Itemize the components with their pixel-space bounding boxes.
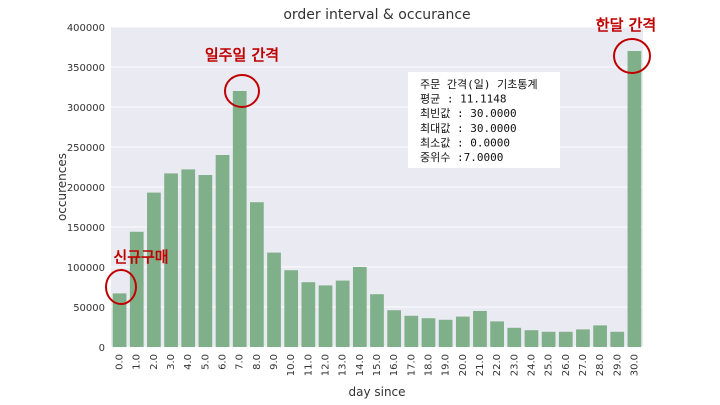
bar bbox=[524, 330, 539, 347]
bar bbox=[593, 325, 607, 347]
x-tick-label: 16.0 bbox=[389, 354, 400, 376]
bar bbox=[541, 331, 556, 347]
bar bbox=[473, 311, 487, 347]
x-tick-label: 29.0 bbox=[612, 354, 623, 376]
bar bbox=[455, 316, 470, 347]
bar bbox=[421, 318, 436, 347]
x-tick-label: 2.0 bbox=[149, 354, 160, 370]
bar bbox=[301, 282, 316, 347]
bar bbox=[387, 310, 402, 347]
x-tick-label: 0.0 bbox=[115, 354, 126, 370]
stats-line: 최빈값 : 30.0000 bbox=[420, 107, 517, 120]
y-tick-label: 400000 bbox=[67, 23, 105, 34]
x-tick-label: 15.0 bbox=[372, 354, 383, 376]
x-tick-label: 13.0 bbox=[338, 354, 349, 376]
x-tick-label: 3.0 bbox=[166, 354, 177, 370]
x-tick-label: 7.0 bbox=[235, 354, 246, 370]
stats-line: 주문 간격(일) 기초통계 bbox=[420, 77, 538, 91]
stats-line: 평균 : 11.1148 bbox=[420, 93, 506, 106]
stats-line: 최소값 : 0.0000 bbox=[420, 136, 510, 149]
x-tick-label: 30.0 bbox=[629, 354, 640, 376]
x-tick-label: 14.0 bbox=[355, 354, 366, 376]
bar bbox=[232, 91, 247, 347]
bar bbox=[404, 315, 419, 347]
bar bbox=[198, 175, 213, 347]
bar bbox=[438, 319, 453, 347]
bar bbox=[352, 267, 367, 347]
stats-line: 최대값 : 30.0000 bbox=[420, 122, 517, 135]
x-tick-labels: 0.0 1.0 2.0 3.0 4.0 5.0 6.0 7.0 8.0 9.0 10.0 11.0 12… bbox=[115, 354, 641, 376]
x-tick-label: 17.0 bbox=[406, 354, 417, 376]
y-tick-label: 250000 bbox=[67, 143, 105, 154]
x-tick-label: 8.0 bbox=[252, 354, 263, 370]
bar bbox=[318, 285, 333, 347]
x-tick-label: 5.0 bbox=[200, 354, 211, 370]
x-tick-label: 9.0 bbox=[269, 354, 280, 370]
x-tick-label: 23.0 bbox=[509, 354, 520, 376]
x-tick-label: 12.0 bbox=[321, 354, 332, 376]
x-tick-label: 22.0 bbox=[492, 354, 503, 376]
bar bbox=[627, 51, 642, 347]
y-axis-label: occurences bbox=[55, 153, 69, 221]
annotation-label: 일주일 간격 bbox=[205, 46, 279, 64]
x-tick-label: 25.0 bbox=[544, 354, 555, 376]
y-tick-label: 350000 bbox=[67, 63, 105, 74]
bar bbox=[490, 321, 504, 347]
y-tick-label: 150000 bbox=[67, 223, 105, 234]
x-tick-label: 24.0 bbox=[526, 354, 537, 376]
x-tick-label: 20.0 bbox=[458, 354, 469, 376]
x-tick-label: 1.0 bbox=[132, 354, 143, 370]
y-tick-label: 50000 bbox=[73, 303, 105, 314]
bar bbox=[164, 173, 178, 347]
bar bbox=[558, 331, 573, 347]
y-tick-label: 300000 bbox=[67, 103, 105, 114]
chart-title: order interval & occurance bbox=[283, 7, 470, 23]
stats-box-background bbox=[408, 72, 560, 168]
stats-box: 주문 간격(일) 기초통계 평균 : 11.1148 최빈값 : 30.0000… bbox=[408, 72, 560, 168]
x-axis-label: day since bbox=[348, 385, 405, 399]
x-tick-label: 21.0 bbox=[475, 354, 486, 376]
annotation-circle bbox=[105, 269, 137, 305]
bar bbox=[215, 155, 230, 347]
x-tick-label: 4.0 bbox=[183, 354, 194, 370]
bar bbox=[610, 331, 625, 347]
bar bbox=[335, 280, 350, 347]
annotation-circle bbox=[613, 38, 651, 74]
bar bbox=[576, 329, 590, 347]
x-tick-label: 11.0 bbox=[303, 354, 314, 376]
x-tick-label: 10.0 bbox=[286, 354, 297, 376]
x-tick-label: 18.0 bbox=[423, 354, 434, 376]
x-tick-label: 27.0 bbox=[578, 354, 589, 376]
annotation-circle bbox=[224, 74, 260, 108]
x-tick-label: 19.0 bbox=[441, 354, 452, 376]
stats-line: 중위수 :7.0000 bbox=[420, 151, 503, 164]
bar bbox=[284, 270, 299, 347]
y-tick-label: 100000 bbox=[67, 263, 105, 274]
annotation-label: 신규구매 bbox=[113, 248, 168, 266]
y-tick-label: 200000 bbox=[67, 183, 105, 194]
bar bbox=[147, 192, 161, 347]
bar bbox=[507, 327, 522, 347]
bar bbox=[267, 252, 281, 347]
x-tick-label: 28.0 bbox=[595, 354, 606, 376]
x-tick-label: 6.0 bbox=[218, 354, 229, 370]
bar bbox=[250, 202, 264, 347]
bar bbox=[112, 293, 127, 347]
bar bbox=[370, 294, 384, 347]
annotations: 신규구매 일주일 간격 한달 간격 bbox=[105, 16, 656, 305]
y-tick-labels: 0 50000 100000 150000 200000 250000 300000 3500… bbox=[67, 23, 105, 354]
y-tick-label: 0 bbox=[99, 343, 105, 354]
x-tick-label: 26.0 bbox=[561, 354, 572, 376]
annotation-label: 한달 간격 bbox=[596, 16, 656, 34]
bar bbox=[181, 169, 196, 347]
